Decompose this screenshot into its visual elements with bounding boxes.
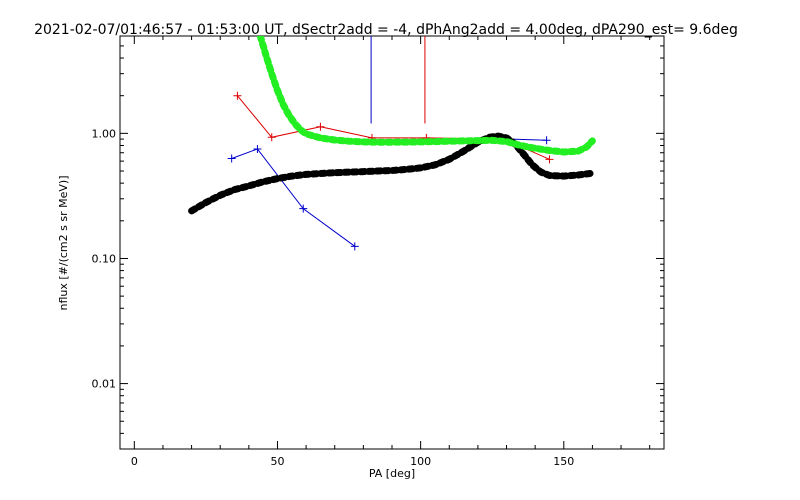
- series-curve: [256, 36, 596, 156]
- data-point: [542, 136, 551, 145]
- series: [188, 132, 596, 215]
- plot-frame: [119, 35, 665, 450]
- x-axis-label: PA [deg]: [369, 467, 415, 480]
- data-point: [267, 133, 276, 142]
- data-point: [299, 204, 308, 213]
- series: [256, 36, 596, 156]
- x-tick-label: 50: [270, 455, 284, 468]
- data-point: [227, 154, 236, 163]
- x-axis: 0 50 100 150: [131, 36, 651, 468]
- data-point: [253, 144, 262, 153]
- series: [227, 144, 359, 251]
- y-tick-label: 1.00: [92, 127, 117, 140]
- y-axis-label: nflux [#/(cm2 s sr MeV)]: [57, 176, 70, 311]
- y-axis: 0.01 0.10 1.00: [92, 35, 664, 450]
- x-tick-label: 150: [553, 455, 574, 468]
- x-tick-label: 0: [131, 455, 138, 468]
- y-tick-label: 0.10: [92, 252, 117, 265]
- data-point: [316, 122, 325, 131]
- data-point: [545, 155, 554, 164]
- y-tick-label: 0.01: [92, 378, 117, 391]
- series-line: [231, 148, 356, 247]
- chart-title: 2021-02-07/01:46:57 - 01:53:00 UT, dSect…: [34, 22, 738, 38]
- x-tick-label: 100: [410, 455, 431, 468]
- data-point: [233, 91, 242, 100]
- reference-lines: [370, 36, 426, 124]
- data-point: [350, 242, 359, 251]
- data-series: [188, 36, 596, 251]
- series-curve: [188, 132, 596, 215]
